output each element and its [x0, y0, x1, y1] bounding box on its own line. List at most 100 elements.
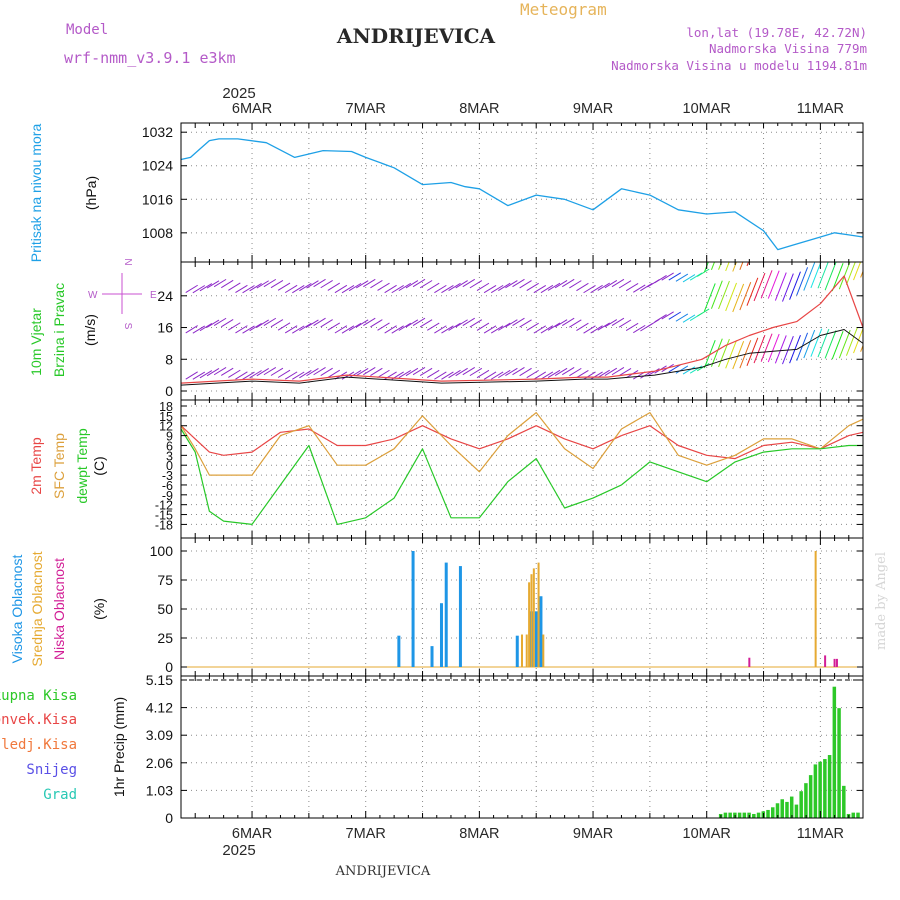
wind-barb [427, 322, 440, 331]
y-tick-label: 0 [165, 810, 173, 826]
wind-barb [796, 267, 809, 296]
wind-barb [760, 270, 773, 299]
wind-barb [505, 319, 518, 328]
y-tick-label: 9 [166, 430, 173, 444]
precip-bar [742, 812, 747, 818]
precip-bar [856, 812, 860, 818]
wind-barb [313, 278, 326, 288]
wind-barb [831, 262, 844, 292]
wind-barb [228, 369, 241, 378]
wind-barb [462, 278, 475, 288]
credit-watermark: made by Angel [874, 552, 889, 650]
wind-barb [199, 370, 213, 379]
temp-sfc-line [180, 412, 864, 476]
wind-barb [448, 369, 461, 379]
wind-barb [419, 280, 433, 289]
wind-barb [462, 317, 475, 326]
wind-barb [804, 223, 815, 251]
temp-unit: (C) [91, 456, 107, 475]
precip-bar [804, 783, 808, 818]
y-tick-label: 1016 [142, 191, 173, 207]
wind-barb [242, 371, 255, 380]
wind-barb [405, 367, 419, 377]
y-tick-label: 0 [165, 383, 173, 399]
cloud-bar [534, 611, 538, 667]
wind-barb [675, 273, 689, 282]
temp-ylabel-dew: dewpt Temp [74, 428, 90, 503]
precip-legend-snow: Snijeg [26, 762, 77, 778]
wind-barb [348, 282, 362, 292]
wind-barb [625, 282, 639, 292]
wind-barb [753, 334, 766, 364]
wind-barb [377, 282, 390, 291]
wind-barb [732, 340, 745, 370]
compass-rose-icon: W E N S [88, 258, 157, 329]
wind-barb [249, 283, 262, 292]
wind-barb [561, 366, 575, 376]
bottom-day-label: 10MAR [683, 826, 731, 842]
y-tick-label: 6 [166, 439, 173, 453]
wind-barb [604, 319, 618, 328]
wind-barb [846, 217, 857, 245]
wind-barb [505, 280, 518, 289]
wind-barb [299, 282, 312, 292]
wind-barb [441, 371, 454, 380]
cloud-bar [458, 566, 462, 667]
wind-barb [739, 281, 752, 311]
wind-barb [583, 371, 596, 380]
wind-gust-line [180, 275, 864, 384]
wind-barb [476, 322, 490, 331]
wind-barb [618, 367, 632, 377]
wind-barb [213, 278, 227, 288]
wind-barb [512, 366, 525, 376]
wind-speed-line [180, 329, 864, 386]
wind-barb [569, 367, 582, 377]
wind-barb [299, 322, 312, 332]
wind-barb [718, 338, 730, 368]
wind-barb [526, 282, 539, 292]
y-tick-label: 3.09 [146, 727, 173, 743]
top-day-label: 7MAR [346, 101, 386, 117]
wind-barb [540, 371, 554, 380]
wind-barb [633, 284, 646, 293]
wind-barb [277, 282, 291, 291]
wind-ylabel: 10m Vjetar [28, 308, 44, 376]
wind-barb [398, 322, 412, 331]
wind-barb [725, 340, 737, 369]
precip-bar [799, 791, 803, 818]
location-title: ANDRIJEVICA [336, 24, 496, 48]
wind-barb [419, 319, 433, 328]
wind-barb [811, 221, 822, 249]
precip-bar [813, 764, 818, 818]
wind-barb [355, 367, 369, 377]
wind-barb [774, 272, 787, 301]
wind-barb [213, 367, 227, 376]
wind-barb [441, 284, 454, 294]
wind-barb [256, 319, 269, 328]
wind-barb [228, 282, 241, 291]
wind-barb [576, 322, 589, 331]
wind-barb [462, 366, 475, 376]
y-tick-label: 0 [166, 459, 173, 473]
cloud-bar [814, 551, 817, 667]
y-tick-label: 16 [157, 320, 173, 336]
wind-barb [192, 371, 206, 380]
y-tick-label: 8 [165, 351, 173, 367]
wind-barb [561, 278, 575, 288]
wind-barb [554, 367, 568, 377]
wind-barb [554, 319, 568, 328]
wind-barb [689, 272, 703, 281]
y-tick-label: 1024 [142, 158, 173, 174]
wind-barb [668, 311, 682, 320]
wind-barb [320, 280, 333, 289]
wind-barb [483, 325, 497, 334]
wind-barb [682, 366, 696, 375]
wind-barb [313, 366, 326, 376]
precip-legend-hail: Grad [43, 787, 77, 803]
wind-barb [327, 369, 341, 378]
wind-barb [363, 317, 376, 326]
wind-barb [753, 272, 766, 302]
wind-barb [355, 280, 369, 289]
cloud-bar [748, 657, 751, 667]
wind-barb [703, 262, 709, 273]
